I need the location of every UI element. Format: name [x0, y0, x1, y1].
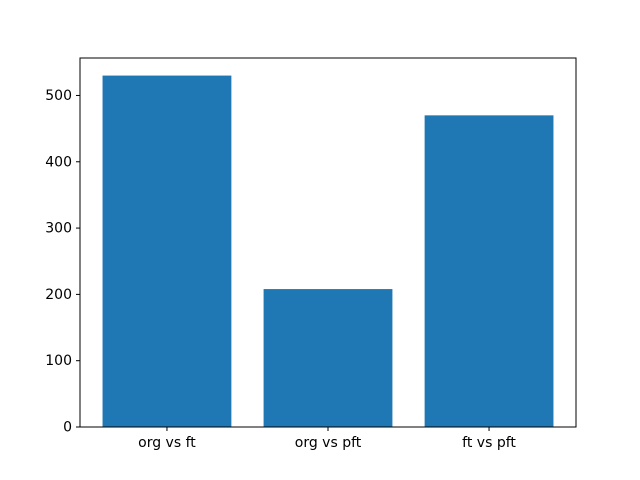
bar-1	[263, 289, 393, 427]
x-tick-label: org vs pft	[295, 435, 362, 451]
y-tick-label: 300	[45, 221, 72, 237]
bar-2	[424, 115, 554, 427]
y-tick-label: 400	[45, 154, 72, 170]
bar-0	[102, 75, 232, 428]
y-tick-label: 100	[45, 353, 72, 369]
y-tick-label: 200	[45, 287, 72, 303]
x-tick-label: org vs ft	[138, 435, 196, 451]
y-tick-label: 0	[63, 420, 72, 436]
x-tick-label: ft vs pft	[462, 435, 516, 451]
y-tick-label: 500	[45, 88, 72, 104]
